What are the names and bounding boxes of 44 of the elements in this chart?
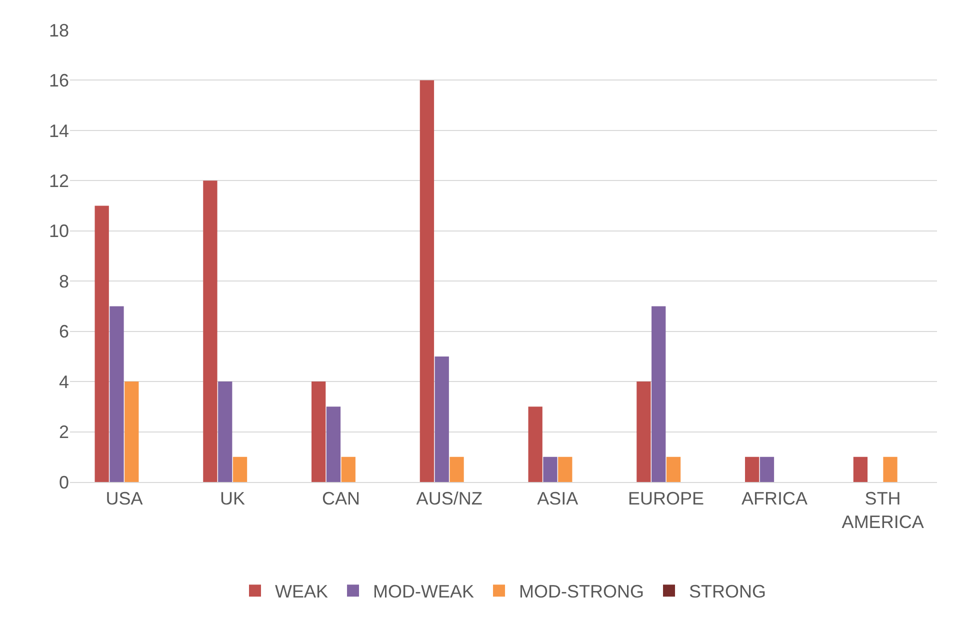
bar bbox=[203, 180, 218, 482]
bar bbox=[636, 382, 651, 482]
x-tick-label: UK bbox=[220, 488, 246, 509]
y-tick-label: 2 bbox=[58, 422, 69, 442]
y-tick-label: 8 bbox=[58, 271, 69, 292]
bar bbox=[420, 80, 434, 482]
bar bbox=[652, 306, 666, 482]
bar bbox=[745, 456, 760, 482]
x-tick-label: STH AMERICA bbox=[842, 488, 924, 532]
y-tick-label: 12 bbox=[48, 170, 69, 191]
y-tick-label: 18 bbox=[48, 20, 69, 40]
bar bbox=[312, 382, 326, 482]
bar bbox=[341, 456, 356, 482]
x-tick-label: USA bbox=[106, 488, 143, 509]
x-tick-label: CAN bbox=[322, 488, 360, 509]
legend-label: MOD-WEAK bbox=[373, 582, 474, 602]
bar bbox=[558, 456, 572, 482]
bar bbox=[218, 382, 232, 482]
bar bbox=[528, 406, 542, 482]
bar bbox=[543, 456, 558, 482]
x-tick-label: ASIA bbox=[537, 488, 578, 509]
y-tick-label: 14 bbox=[48, 120, 69, 141]
y-tick-label: 16 bbox=[48, 70, 69, 91]
bar bbox=[110, 306, 124, 482]
y-tick-label: 0 bbox=[58, 472, 69, 492]
bar bbox=[94, 206, 109, 482]
bar bbox=[434, 356, 449, 482]
x-tick-label: EUROPE bbox=[628, 488, 704, 509]
y-tick-label: 6 bbox=[58, 322, 69, 342]
x-tick-label: AUS/NZ bbox=[416, 488, 482, 509]
bar bbox=[326, 406, 341, 482]
legend-label: STRONG bbox=[689, 582, 766, 602]
bar bbox=[666, 456, 681, 482]
y-tick-label: 10 bbox=[48, 221, 69, 242]
bar bbox=[232, 456, 248, 482]
bar bbox=[450, 456, 464, 482]
bar bbox=[124, 382, 139, 482]
bar bbox=[883, 456, 898, 482]
y-tick-label: 4 bbox=[58, 372, 69, 392]
bar bbox=[760, 456, 774, 482]
legend-label: MOD-STRONG bbox=[519, 582, 644, 602]
bar bbox=[853, 456, 868, 482]
x-tick-label: AFRICA bbox=[741, 488, 808, 509]
legend-label: WEAK bbox=[275, 582, 328, 602]
